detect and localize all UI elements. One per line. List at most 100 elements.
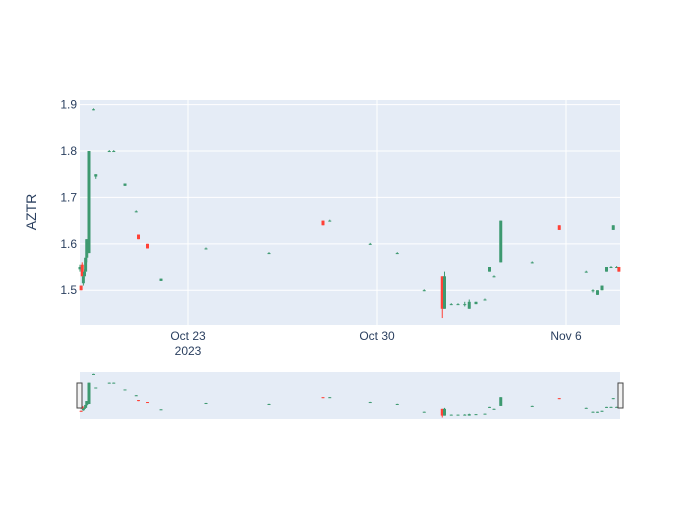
- slider-candle-body: [450, 415, 453, 416]
- candle-decreasing[interactable]: [80, 286, 83, 291]
- slider-candle: [612, 398, 615, 399]
- y-tick-label: 1.9: [60, 98, 77, 112]
- slider-candle-body: [328, 397, 331, 398]
- candle-increasing[interactable]: [596, 290, 599, 295]
- slider-candle-body: [124, 389, 127, 390]
- slider-candle-body: [268, 404, 271, 405]
- slider-candle: [488, 407, 491, 408]
- candle-body: [612, 225, 615, 230]
- slider-candle-body: [108, 383, 111, 384]
- candle-body: [596, 290, 599, 295]
- slider-candle: [443, 408, 446, 416]
- y-tick-label: 1.6: [60, 237, 77, 251]
- candle-body: [83, 272, 86, 277]
- slider-candle-body: [205, 403, 208, 404]
- candle-increasing[interactable]: [88, 151, 91, 253]
- candle-body: [108, 151, 111, 152]
- candle-body: [88, 151, 91, 253]
- y-tick-label: 1.8: [60, 144, 77, 158]
- slider-candle: [88, 383, 91, 404]
- slider-candle-body: [531, 406, 534, 407]
- slider-candle-body: [585, 408, 588, 409]
- candle-body: [493, 276, 496, 277]
- slider-candle-body: [592, 412, 595, 413]
- candle-decreasing[interactable]: [146, 244, 149, 249]
- slider-candle: [94, 388, 97, 389]
- candle-body: [146, 244, 149, 249]
- slider-candle-body: [82, 409, 85, 410]
- candle-body: [484, 299, 487, 300]
- slider-candle-body: [468, 414, 471, 415]
- range-slider-left-handle[interactable]: [77, 383, 82, 408]
- candle-increasing[interactable]: [124, 184, 127, 186]
- candle-body: [268, 253, 271, 254]
- slider-candle-body: [601, 411, 604, 412]
- y-tick-label: 1.7: [60, 190, 77, 204]
- candle-body: [112, 151, 115, 152]
- range-slider[interactable]: [80, 372, 620, 419]
- candle-body: [82, 276, 85, 283]
- slider-candle-body: [488, 407, 491, 408]
- slider-candle: [80, 411, 83, 412]
- candle-increasing[interactable]: [160, 279, 163, 281]
- plot-area[interactable]: [80, 100, 620, 325]
- slider-candle-body: [396, 404, 399, 405]
- candle-body: [423, 290, 426, 291]
- candle-increasing[interactable]: [499, 221, 502, 263]
- slider-candle-body: [463, 415, 466, 416]
- candle-body: [137, 235, 140, 240]
- candle-decreasing[interactable]: [558, 225, 561, 230]
- slider-candle-body: [493, 409, 496, 410]
- candle-body: [450, 304, 453, 305]
- range-slider-right-handle[interactable]: [618, 383, 623, 408]
- candle-body: [475, 302, 478, 304]
- slider-candle-body: [80, 411, 83, 412]
- candle-increasing[interactable]: [443, 272, 446, 309]
- candle-body: [531, 262, 534, 263]
- slider-candle-body: [94, 388, 97, 389]
- slider-candle-body: [558, 398, 561, 399]
- slider-candle-body: [475, 414, 478, 415]
- slider-candle: [558, 398, 561, 399]
- slider-candle-body: [612, 398, 615, 399]
- candle-body: [443, 276, 446, 308]
- slider-candle: [160, 409, 163, 410]
- candle-increasing[interactable]: [601, 286, 604, 291]
- slider-candle-body: [135, 395, 138, 396]
- candle-increasing[interactable]: [488, 267, 491, 272]
- slider-candle-body: [423, 412, 426, 413]
- slider-candle-body: [160, 409, 163, 410]
- candle-body: [396, 253, 399, 254]
- slider-candle: [499, 397, 502, 406]
- candle-body: [585, 272, 588, 273]
- candle-increasing[interactable]: [475, 302, 478, 304]
- slider-candle-body: [610, 407, 613, 408]
- candle-increasing[interactable]: [605, 267, 608, 272]
- candle-body: [205, 248, 208, 249]
- candle-decreasing[interactable]: [322, 221, 325, 226]
- candle-body: [558, 225, 561, 230]
- candle-body: [457, 304, 460, 305]
- slider-candle-body: [605, 407, 608, 408]
- candle-increasing[interactable]: [612, 225, 615, 230]
- candle-body: [160, 279, 163, 281]
- slider-candle-body: [137, 400, 140, 401]
- slider-candle-body: [369, 402, 372, 403]
- candle-body: [369, 244, 372, 245]
- candle-body: [135, 211, 138, 212]
- slider-candle: [146, 402, 149, 403]
- candle-body: [601, 286, 604, 291]
- candle-decreasing[interactable]: [617, 267, 620, 272]
- slider-candle: [137, 400, 140, 401]
- slider-candle: [596, 412, 599, 413]
- candle-body: [499, 221, 502, 263]
- x-tick-label: Oct 23: [170, 329, 206, 343]
- y-tick-label: 1.5: [60, 283, 77, 297]
- x-tick-sublabel: 2023: [175, 344, 202, 358]
- y-axis-label: AZTR: [23, 194, 39, 231]
- slider-candle: [601, 411, 604, 412]
- candle-decreasing[interactable]: [137, 235, 140, 240]
- slider-candle-body: [499, 397, 502, 406]
